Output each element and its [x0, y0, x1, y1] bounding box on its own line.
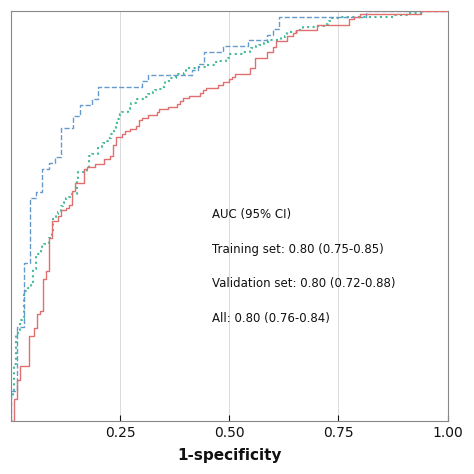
- Text: Validation set: 0.80 (0.72-0.88): Validation set: 0.80 (0.72-0.88): [212, 277, 395, 291]
- Text: AUC (95% CI): AUC (95% CI): [212, 208, 291, 221]
- Text: All: 0.80 (0.76-0.84): All: 0.80 (0.76-0.84): [212, 312, 330, 325]
- X-axis label: 1-specificity: 1-specificity: [177, 448, 282, 463]
- Text: Training set: 0.80 (0.75-0.85): Training set: 0.80 (0.75-0.85): [212, 243, 383, 255]
